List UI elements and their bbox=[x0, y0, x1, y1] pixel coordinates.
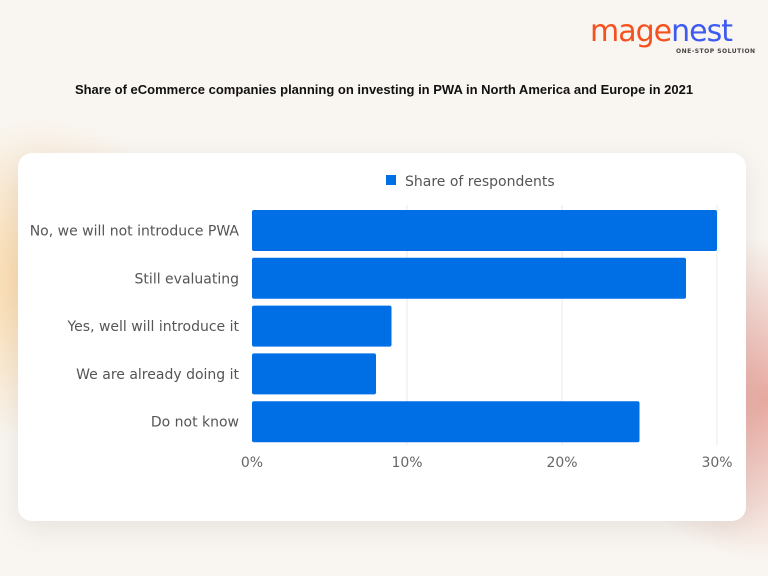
category-label: Still evaluating bbox=[135, 271, 239, 287]
category-label: We are already doing it bbox=[76, 367, 239, 383]
bar bbox=[252, 353, 376, 395]
bar bbox=[252, 305, 392, 347]
category-label: Do not know bbox=[151, 415, 239, 431]
bar bbox=[252, 210, 717, 251]
bar bbox=[252, 401, 640, 443]
x-tick-label: 30% bbox=[701, 455, 732, 471]
logo-text-blue: nest bbox=[671, 14, 733, 49]
chart-title: Share of eCommerce companies planning on… bbox=[74, 82, 694, 97]
bar bbox=[252, 257, 686, 299]
category-label: No, we will not introduce PWA bbox=[30, 224, 240, 240]
legend-swatch bbox=[386, 175, 396, 185]
logo-text-orange: mage bbox=[590, 14, 672, 49]
legend-label: Share of respondents bbox=[405, 174, 555, 190]
x-tick-label: 0% bbox=[241, 455, 263, 471]
x-tick-label: 10% bbox=[391, 455, 422, 471]
logo: magenest bbox=[590, 14, 733, 49]
logo-tagline: ONE-STOP SOLUTION bbox=[676, 48, 756, 55]
x-tick-label: 20% bbox=[546, 455, 577, 471]
category-label: Yes, well will introduce it bbox=[66, 319, 239, 335]
